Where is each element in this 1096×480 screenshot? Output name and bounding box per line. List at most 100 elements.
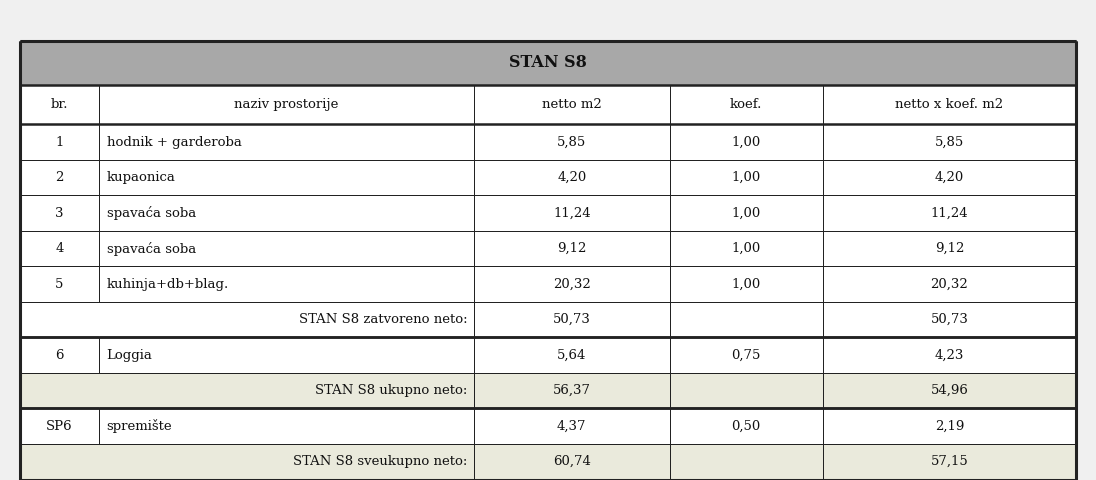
Bar [20,302,475,337]
Bar [823,160,1076,195]
Text: 4,20: 4,20 [557,171,586,184]
Bar [670,337,823,373]
Text: spavaća soba: spavaća soba [106,241,196,256]
Text: 1,00: 1,00 [731,206,761,220]
Bar [20,373,475,408]
Bar [823,266,1076,302]
Text: netto m2: netto m2 [541,98,602,111]
Bar [670,124,823,160]
Text: 1,00: 1,00 [731,242,761,255]
Text: 20,32: 20,32 [552,277,591,291]
Text: koef.: koef. [730,98,763,111]
Text: 4: 4 [55,242,64,255]
Text: 1,00: 1,00 [731,171,761,184]
Text: 1: 1 [55,135,64,149]
Text: 5: 5 [55,277,64,291]
Text: STAN S8 sveukupno neto:: STAN S8 sveukupno neto: [293,455,468,468]
Bar [475,444,670,480]
Bar [99,85,475,124]
Text: br.: br. [50,98,68,111]
Bar [475,160,670,195]
Bar [99,231,475,266]
Bar [20,124,99,160]
Text: 11,24: 11,24 [553,206,591,220]
Text: 54,96: 54,96 [931,384,969,397]
Bar [99,195,475,231]
Bar [823,444,1076,480]
Bar [475,124,670,160]
Text: kupaonica: kupaonica [106,171,175,184]
Bar [670,302,823,337]
Text: 9,12: 9,12 [557,242,586,255]
Text: STAN S8 zatvoreno neto:: STAN S8 zatvoreno neto: [299,313,468,326]
Text: kuhinja+db+blag.: kuhinja+db+blag. [106,277,229,291]
Text: 4,37: 4,37 [557,420,586,433]
Bar [670,373,823,408]
Text: STAN S8: STAN S8 [509,54,587,72]
Bar [823,124,1076,160]
Text: STAN S8 ukupno neto:: STAN S8 ukupno neto: [315,384,468,397]
Bar [20,160,99,195]
Text: 5,64: 5,64 [557,348,586,362]
Text: 4,23: 4,23 [935,348,964,362]
Bar [670,195,823,231]
Text: Loggia: Loggia [106,348,152,362]
Bar [20,266,99,302]
Bar [670,266,823,302]
Bar [823,302,1076,337]
Bar [670,444,823,480]
Bar [475,302,670,337]
Text: 1,00: 1,00 [731,135,761,149]
Text: naziv prostorije: naziv prostorije [235,98,339,111]
Bar [99,337,475,373]
Text: 9,12: 9,12 [935,242,964,255]
Bar [475,373,670,408]
Text: netto x koef. m2: netto x koef. m2 [895,98,1004,111]
Bar [823,337,1076,373]
Text: 0,75: 0,75 [731,348,761,362]
Bar [475,337,670,373]
Bar [475,195,670,231]
Bar [475,231,670,266]
Bar [20,337,99,373]
Text: 57,15: 57,15 [931,455,969,468]
Bar [20,231,99,266]
Bar [99,124,475,160]
Text: 5,85: 5,85 [935,135,964,149]
Text: 60,74: 60,74 [552,455,591,468]
Bar [475,408,670,444]
Text: 1,00: 1,00 [731,277,761,291]
Text: hodnik + garderoba: hodnik + garderoba [106,135,241,149]
Text: 50,73: 50,73 [552,313,591,326]
Bar [99,160,475,195]
Text: 56,37: 56,37 [552,384,591,397]
Bar [670,231,823,266]
Bar [823,85,1076,124]
Text: SP6: SP6 [46,420,72,433]
Text: 4,20: 4,20 [935,171,964,184]
Text: 11,24: 11,24 [931,206,968,220]
Bar [475,85,670,124]
Bar [670,160,823,195]
Text: 5,85: 5,85 [557,135,586,149]
Bar [823,373,1076,408]
Text: 0,50: 0,50 [731,420,761,433]
Bar [20,408,99,444]
Text: 2: 2 [55,171,64,184]
Bar [20,195,99,231]
Text: 50,73: 50,73 [931,313,969,326]
Text: spavaća soba: spavaća soba [106,206,196,220]
Bar [475,266,670,302]
Text: 6: 6 [55,348,64,362]
Bar [823,195,1076,231]
Bar [670,85,823,124]
Bar [20,444,475,480]
Text: 2,19: 2,19 [935,420,964,433]
Text: 3: 3 [55,206,64,220]
Bar [99,266,475,302]
Text: spremište: spremište [106,419,172,433]
Bar [99,408,475,444]
Bar [20,85,99,124]
Text: 20,32: 20,32 [931,277,969,291]
Bar [20,41,1076,85]
